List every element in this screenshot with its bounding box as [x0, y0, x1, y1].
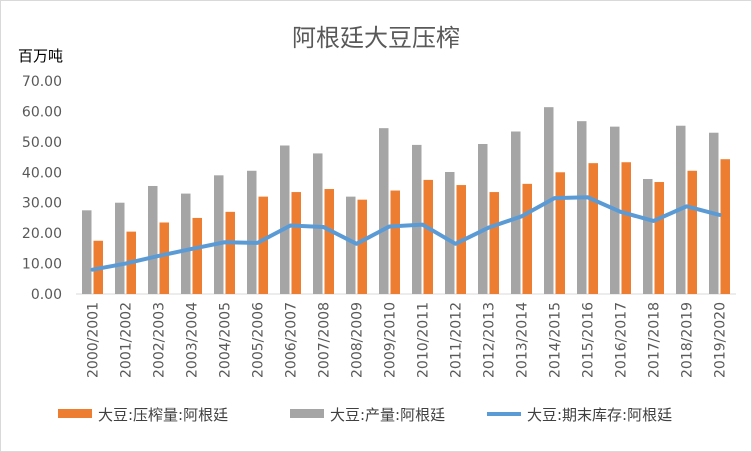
x-tick-label: 2013/2014 — [515, 302, 531, 378]
y-tick-label: 10.00 — [22, 257, 62, 273]
bar-series1-2013/2014 — [511, 131, 521, 294]
bar-series1-2006/2007 — [280, 145, 290, 294]
x-tick-label: 2016/2017 — [614, 302, 630, 378]
bar-series1-2002/2003 — [148, 185, 158, 294]
y-tick-label: 50.00 — [22, 135, 62, 151]
bar-series0-2006/2007 — [291, 192, 301, 294]
x-tick-label: 2014/2015 — [548, 302, 564, 378]
x-axis-ticks: 2000/2001 2001/2002 2002/2003 2003/2004 2004… — [86, 302, 729, 378]
legend-swatch-bar — [58, 409, 92, 418]
x-tick-label: 2001/2002 — [119, 302, 135, 378]
x-tick-label: 2009/2010 — [383, 302, 399, 378]
bar-series1-2007/2008 — [313, 153, 323, 294]
bar-series0-2008/2009 — [357, 199, 367, 294]
bar-series1-2012/2013 — [478, 143, 488, 294]
legend: 大豆:压榨量:阿根廷 大豆:产量:阿根廷 大豆:期末库存:阿根廷 — [58, 406, 672, 424]
x-tick-label: 2008/2009 — [350, 302, 366, 378]
y-tick-label: 70.00 — [22, 74, 62, 90]
bar-series1-2001/2002 — [115, 202, 125, 294]
x-tick-label: 2006/2007 — [284, 302, 300, 378]
bar-series0-2015/2016 — [588, 163, 598, 294]
y-axis-ticks: 0.00 10.00 20.00 30.00 40.00 50.00 60.00 70.00 — [22, 74, 62, 303]
bar-series0-2004/2005 — [225, 211, 235, 294]
y-tick-label: 0.00 — [31, 287, 62, 303]
legend-label: 大豆:产量:阿根廷 — [330, 406, 445, 424]
bar-series0-2003/2004 — [192, 217, 202, 294]
bar-series0-2002/2003 — [159, 222, 169, 294]
bar-series0-2012/2013 — [489, 192, 499, 294]
y-tick-label: 20.00 — [22, 226, 62, 242]
x-tick-label: 2015/2016 — [581, 302, 597, 378]
x-tick-label: 2011/2012 — [449, 302, 465, 378]
chart-title: 阿根廷大豆压榨 — [292, 24, 460, 52]
y-tick-label: 40.00 — [22, 165, 62, 181]
legend-label: 大豆:压榨量:阿根廷 — [98, 406, 228, 424]
bar-series0-2017/2018 — [654, 182, 664, 294]
legend-swatch-bar — [290, 409, 324, 418]
x-tick-label: 2002/2003 — [152, 302, 168, 378]
bar-series1-2003/2004 — [181, 193, 191, 294]
legend-label: 大豆:期末库存:阿根廷 — [527, 406, 672, 424]
bar-series1-2010/2011 — [412, 144, 422, 294]
bar-series0-2007/2008 — [324, 189, 334, 294]
bar-series0-2013/2014 — [522, 183, 532, 294]
x-tick-label: 2007/2008 — [317, 302, 333, 378]
x-tick-label: 2004/2005 — [218, 302, 234, 378]
x-tick-label: 2018/2019 — [680, 302, 696, 378]
bar-series0-2010/2011 — [423, 179, 433, 294]
bar-series0-2018/2019 — [687, 170, 697, 294]
line-series-group — [90, 195, 722, 272]
x-tick-label: 2012/2013 — [482, 302, 498, 378]
bar-series0-2014/2015 — [555, 172, 565, 294]
bar-series1-2004/2005 — [214, 175, 224, 294]
y-tick-label: 30.00 — [22, 196, 62, 212]
x-tick-label: 2005/2006 — [251, 302, 267, 378]
bar-series0-2009/2010 — [390, 190, 400, 294]
x-tick-label: 2019/2020 — [713, 302, 729, 378]
x-tick-label: 2000/2001 — [86, 302, 102, 378]
y-tick-label: 60.00 — [22, 104, 62, 120]
bar-series0-2019/2020 — [720, 159, 730, 294]
x-tick-label: 2017/2018 — [647, 302, 663, 378]
y-axis-unit-label: 百万吨 — [18, 47, 63, 65]
bar-series1-2017/2018 — [643, 178, 653, 294]
bar-series1-2011/2012 — [445, 171, 455, 294]
bar-series1-2005/2006 — [247, 170, 257, 294]
bar-series1-2009/2010 — [379, 128, 389, 294]
line-series2 — [90, 195, 722, 272]
bar-series1-2000/2001 — [82, 210, 92, 294]
bar-series0-2005/2006 — [258, 196, 268, 294]
x-tick-label: 2003/2004 — [185, 302, 201, 378]
x-tick-label: 2010/2011 — [416, 302, 432, 378]
bar-series0-2016/2017 — [621, 162, 631, 294]
bar-series1-2015/2016 — [577, 121, 587, 294]
bar-series1-2008/2009 — [346, 196, 356, 294]
